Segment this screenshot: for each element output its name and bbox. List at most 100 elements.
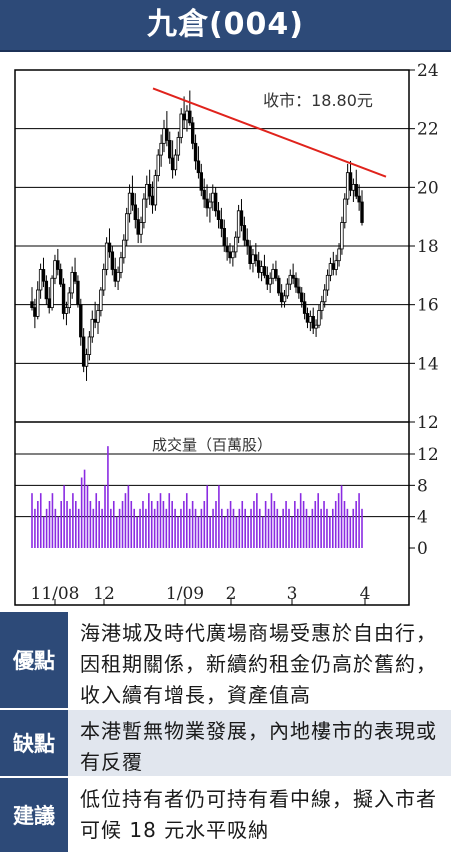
volume-tick-label: 8 bbox=[417, 476, 428, 496]
price-tick-label: 14 bbox=[417, 354, 439, 374]
volume-bar bbox=[261, 516, 264, 548]
volume-bar bbox=[299, 493, 302, 548]
candle bbox=[153, 169, 158, 211]
candle bbox=[302, 292, 307, 320]
candle bbox=[67, 287, 72, 314]
candle bbox=[142, 193, 146, 229]
volume-bar bbox=[305, 508, 308, 548]
volume-bar bbox=[66, 501, 68, 548]
candle bbox=[216, 202, 221, 229]
volume-bar bbox=[343, 501, 346, 548]
x-tick-label: 4 bbox=[360, 584, 371, 604]
candle bbox=[139, 216, 143, 244]
volume-bar bbox=[168, 493, 171, 548]
candle bbox=[274, 260, 278, 282]
volume-bar bbox=[194, 508, 197, 548]
candle bbox=[58, 263, 63, 288]
volume-tick-label: 0 bbox=[417, 539, 428, 559]
candle bbox=[133, 193, 138, 229]
volume-bar bbox=[121, 501, 124, 548]
pros-text: 海港城及時代廣場商場受惠於自由行，因租期關係，新續約租金仍高於舊約，收入續有增長… bbox=[80, 621, 437, 707]
x-tick-label: 1/09 bbox=[166, 584, 204, 604]
volume-bar bbox=[282, 508, 284, 548]
advice-row: 建議 低位持有者仍可持有看中線，擬入市者可候 18 元水平吸納 bbox=[0, 778, 451, 852]
candle bbox=[294, 272, 298, 293]
volume-bar bbox=[232, 508, 235, 548]
volume-bar bbox=[244, 508, 246, 548]
candle bbox=[156, 149, 160, 182]
candle bbox=[254, 243, 258, 267]
x-tick-label: 2 bbox=[226, 584, 237, 604]
candle bbox=[325, 269, 330, 296]
volume-bar bbox=[273, 501, 276, 548]
price-tick-label: 16 bbox=[417, 296, 439, 316]
candle bbox=[84, 348, 89, 381]
volume-label: 成交量（百萬股） bbox=[152, 436, 272, 454]
volume-bar bbox=[156, 501, 159, 548]
candle bbox=[297, 278, 301, 299]
candle bbox=[124, 207, 129, 246]
volume-bar bbox=[89, 501, 92, 548]
candle bbox=[36, 281, 40, 320]
candle bbox=[173, 149, 178, 176]
pros-label: 優點 bbox=[0, 612, 68, 708]
volume-bar bbox=[112, 501, 115, 548]
candle bbox=[50, 275, 54, 311]
volume-bar bbox=[311, 508, 314, 548]
volume-bar bbox=[183, 501, 185, 548]
candle bbox=[277, 275, 281, 296]
candle bbox=[242, 216, 247, 246]
volume-bar bbox=[302, 501, 305, 548]
candle bbox=[165, 111, 169, 147]
volume-bars bbox=[31, 446, 363, 548]
candle bbox=[176, 131, 181, 161]
price-tick-label: 18 bbox=[417, 237, 439, 257]
volume-bar bbox=[110, 508, 112, 548]
volume-bar bbox=[77, 508, 80, 548]
volume-bar bbox=[331, 508, 334, 548]
volume-bar bbox=[130, 501, 133, 548]
candle bbox=[219, 207, 224, 238]
volume-bar bbox=[314, 501, 317, 548]
volume-bar bbox=[86, 485, 89, 548]
volume-bar bbox=[258, 508, 261, 548]
candle bbox=[130, 175, 135, 211]
candle bbox=[96, 304, 100, 334]
close-price-label: 收市：18.80元 bbox=[263, 91, 373, 110]
candle bbox=[196, 146, 201, 179]
candle bbox=[102, 263, 106, 296]
volume-bar bbox=[256, 493, 258, 548]
candle bbox=[231, 246, 235, 267]
volume-bar bbox=[285, 501, 287, 548]
volume-bar bbox=[92, 508, 95, 548]
candle bbox=[354, 169, 358, 200]
volume-bar bbox=[31, 493, 33, 548]
candle bbox=[64, 301, 69, 326]
candle bbox=[245, 228, 249, 255]
volume-bar bbox=[191, 501, 194, 548]
volume-bar bbox=[197, 516, 200, 548]
price-tick-label: 12 bbox=[417, 413, 439, 433]
candle bbox=[99, 287, 103, 317]
candle bbox=[236, 204, 241, 244]
volume-bar bbox=[171, 501, 173, 548]
candle bbox=[262, 254, 267, 279]
candle bbox=[288, 269, 292, 290]
volume-bar bbox=[150, 501, 153, 548]
volume-bar bbox=[221, 508, 223, 548]
candle bbox=[268, 272, 272, 293]
price-axis: 24 22 20 18 16 14 12 bbox=[409, 61, 439, 433]
volume-bar bbox=[63, 485, 65, 548]
volume-bar bbox=[294, 501, 296, 548]
volume-bar bbox=[279, 516, 282, 548]
candle bbox=[104, 237, 109, 276]
candle bbox=[119, 251, 123, 279]
candle bbox=[291, 263, 295, 285]
volume-bar bbox=[296, 508, 299, 548]
volume-bar bbox=[326, 508, 328, 548]
volume-bar bbox=[180, 508, 182, 548]
volume-bar bbox=[118, 508, 121, 548]
candle bbox=[73, 257, 77, 285]
volume-bar bbox=[104, 485, 106, 548]
volume-bar bbox=[124, 493, 127, 548]
